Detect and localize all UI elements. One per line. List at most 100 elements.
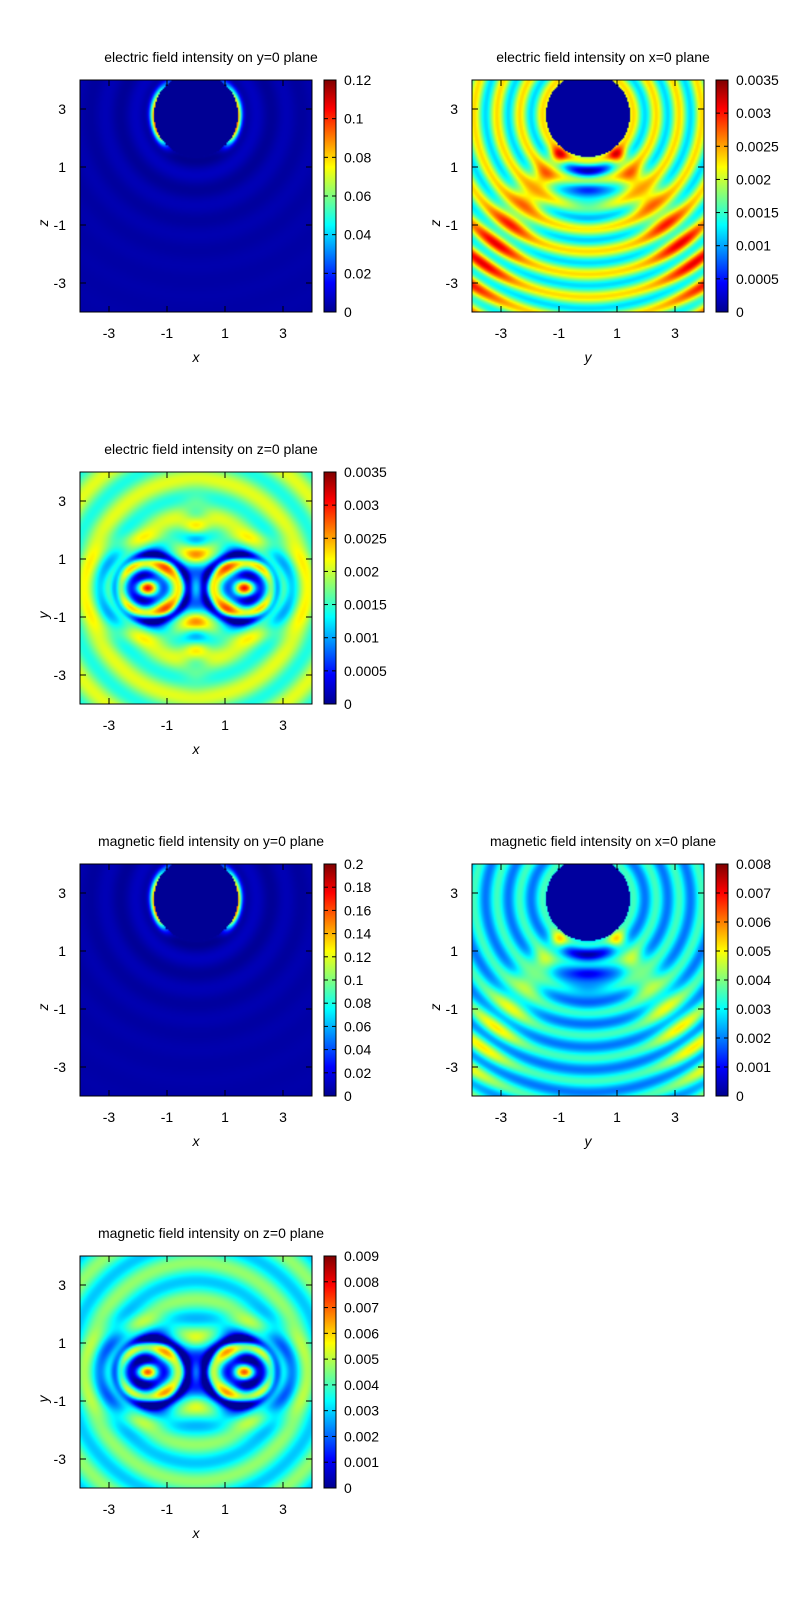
y-axis-label: z [427, 1004, 443, 1012]
colorbar-tick-label: 0.001 [344, 630, 379, 646]
colorbar-tick-label: 0.007 [736, 885, 771, 901]
chart-title: electric field intensity on y=0 plane [104, 49, 318, 65]
heatmap-image [80, 1256, 312, 1488]
colorbar-tick-label: 0.001 [736, 238, 771, 254]
colorbar-tick-label: 0.004 [736, 972, 771, 988]
x-tick-label: -3 [103, 1501, 116, 1517]
x-tick-label: -1 [161, 1109, 174, 1125]
colorbar-tick-label: 0.08 [344, 149, 371, 165]
colorbar-tick-label: 0.008 [344, 1274, 379, 1290]
x-tick-label: -3 [103, 1109, 116, 1125]
colorbar-tick-label: 0.0035 [344, 464, 387, 480]
colorbar-tick-label: 0.0005 [344, 663, 387, 679]
chart-title: magnetic field intensity on y=0 plane [98, 833, 324, 849]
y-tick-label: 1 [58, 943, 66, 959]
heatmap-image [472, 80, 704, 312]
x-axis-label: y [584, 1133, 593, 1149]
x-axis-label: x [192, 741, 201, 757]
x-tick-label: 3 [671, 1109, 679, 1125]
y-tick-label: -1 [54, 609, 67, 625]
y-tick-label: -1 [54, 1001, 67, 1017]
colorbar-tick-label: 0.005 [736, 943, 771, 959]
chart-panel-3: electric field intensity on z=0 plane -3 -… [35, 441, 387, 757]
chart-panel-5: magnetic field intensity on x=0 plane -3 -… [427, 833, 771, 1149]
colorbar-tick-label: 0 [736, 1088, 744, 1104]
chart-title: magnetic field intensity on z=0 plane [98, 1225, 324, 1241]
y-tick-label: -1 [446, 217, 459, 233]
colorbar-tick-label: 0 [344, 1480, 352, 1496]
chart-panel-1: electric field intensity on y=0 plane -3 -… [35, 49, 371, 365]
y-tick-label: 1 [450, 943, 458, 959]
colorbar-tick-label: 0.003 [344, 497, 379, 513]
colorbar-tick-label: 0.06 [344, 1018, 371, 1034]
colorbar-tick-label: 0.006 [736, 914, 771, 930]
colorbar: 0.2 0.18 0.16 0.14 0.12 0.1 0.08 0.06 0.04 0.02 0 [323, 856, 371, 1104]
colorbar-gradient [323, 471, 337, 705]
x-tick-label: -3 [495, 325, 508, 341]
y-axis-label: z [35, 1004, 51, 1012]
colorbar: 0.12 0.1 0.08 0.06 0.04 0.02 0 [323, 72, 371, 320]
colorbar-tick-label: 0.004 [344, 1377, 379, 1393]
colorbar-tick-label: 0.003 [736, 1001, 771, 1017]
colorbar-tick-label: 0.0015 [736, 205, 779, 221]
y-tick-label: -3 [54, 1059, 67, 1075]
x-tick-label: 1 [613, 325, 621, 341]
x-axis-label: y [584, 349, 593, 365]
colorbar-tick-label: 0.002 [344, 1428, 379, 1444]
heatmap-image [80, 864, 312, 1096]
colorbar-tick-label: 0.04 [344, 1042, 371, 1058]
colorbar-tick-label: 0.18 [344, 879, 371, 895]
colorbar-tick-label: 0.08 [344, 995, 371, 1011]
x-tick-label: 3 [671, 325, 679, 341]
colorbar-tick-label: 0.12 [344, 72, 371, 88]
x-tick-label: -1 [161, 325, 174, 341]
y-tick-label: 3 [58, 1277, 66, 1293]
colorbar-tick-label: 0.001 [736, 1059, 771, 1075]
x-axis-label: x [192, 1525, 201, 1541]
colorbar: 0.009 0.008 0.007 0.006 0.005 0.004 0.003 0.002… [323, 1248, 379, 1496]
x-tick-label: -1 [161, 717, 174, 733]
x-axis-label: x [192, 1133, 201, 1149]
colorbar-tick-label: 0.001 [344, 1454, 379, 1470]
y-axis-label: y [35, 1395, 51, 1404]
colorbar: 0.008 0.007 0.006 0.005 0.004 0.003 0.002 0.001… [715, 856, 771, 1104]
x-tick-label: -1 [553, 325, 566, 341]
y-tick-label: 3 [58, 493, 66, 509]
x-tick-label: 3 [279, 325, 287, 341]
colorbar-tick-label: 0.0035 [736, 72, 779, 88]
colorbar-tick-label: 0.003 [344, 1403, 379, 1419]
y-tick-label: 1 [58, 159, 66, 175]
colorbar-tick-label: 0.1 [344, 972, 364, 988]
colorbar-tick-label: 0.12 [344, 949, 371, 965]
plot-frame [79, 79, 313, 313]
x-tick-label: 3 [279, 717, 287, 733]
plot-frame [471, 79, 705, 313]
colorbar-tick-label: 0.0025 [344, 530, 387, 546]
colorbar-tick-label: 0.006 [344, 1325, 379, 1341]
colorbar-tick-label: 0.009 [344, 1248, 379, 1264]
y-tick-label: 3 [450, 101, 458, 117]
colorbar-tick-label: 0.1 [344, 111, 364, 127]
y-tick-label: -3 [54, 1451, 67, 1467]
y-axis-label: z [427, 220, 443, 228]
y-tick-label: -1 [446, 1001, 459, 1017]
plot-frame [79, 1255, 313, 1489]
y-tick-label: -3 [54, 275, 67, 291]
colorbar-tick-label: 0.008 [736, 856, 771, 872]
chart-panel-4: magnetic field intensity on y=0 plane -3 -… [35, 833, 371, 1149]
x-tick-label: -3 [103, 717, 116, 733]
chart-title: electric field intensity on x=0 plane [496, 49, 710, 65]
y-tick-label: 3 [58, 885, 66, 901]
colorbar-tick-label: 0.02 [344, 1065, 371, 1081]
colorbar-tick-label: 0.02 [344, 265, 371, 281]
plot-frame [79, 471, 313, 705]
colorbar-tick-label: 0.002 [344, 563, 379, 579]
y-tick-label: -3 [446, 1059, 459, 1075]
y-tick-label: -3 [54, 667, 67, 683]
chart-panel-6: magnetic field intensity on z=0 plane -3 -… [35, 1225, 379, 1541]
colorbar-tick-label: 0.0015 [344, 597, 387, 613]
heatmap-image [80, 472, 312, 704]
chart-title: magnetic field intensity on x=0 plane [490, 833, 716, 849]
colorbar-tick-label: 0.2 [344, 856, 364, 872]
